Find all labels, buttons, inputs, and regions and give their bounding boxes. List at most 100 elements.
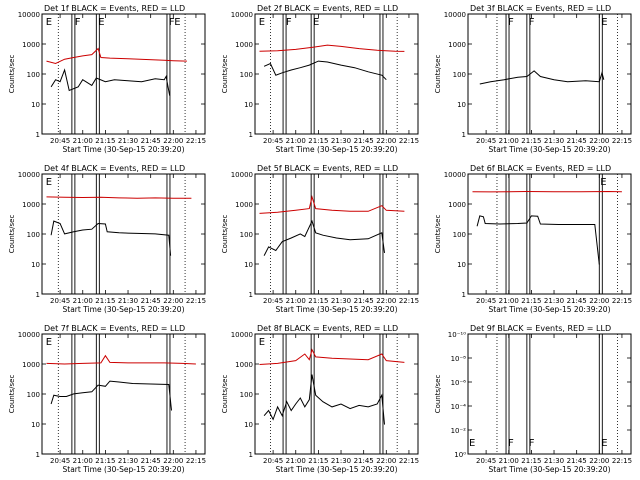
x-tick-label: 21:45 (567, 297, 587, 305)
series-line-events (263, 219, 385, 256)
x-tick-label: 22:15 (186, 457, 206, 465)
x-tick-label: 21:30 (118, 457, 138, 465)
segment-marker: E (313, 17, 319, 28)
x-tick-label: 20:45 (476, 297, 496, 305)
x-tick-label: 21:15 (308, 457, 328, 465)
y-tick-label: 10 (31, 101, 40, 109)
y-tick-label: 1000 (22, 41, 40, 49)
panel-title: Det 3f BLACK = Events, RED = LLD (470, 4, 611, 13)
x-tick-label: 21:30 (544, 137, 564, 145)
panel-title: Det 2f BLACK = Events, RED = LLD (257, 4, 398, 13)
x-tick-label: 21:00 (73, 297, 93, 305)
x-tick-label: 21:30 (544, 457, 564, 465)
y-axis-label: Counts/sec (434, 375, 442, 414)
series-line-lld (46, 354, 196, 365)
y-tick-label: 10 (31, 261, 40, 269)
x-tick-label: 22:15 (186, 137, 206, 145)
x-tick-label: 22:00 (376, 137, 396, 145)
y-tick-label: 10000 (18, 331, 40, 339)
x-tick-label: 22:00 (376, 457, 396, 465)
plot-frame (467, 13, 632, 135)
x-tick-label: 21:45 (141, 297, 161, 305)
x-axis-label: Start Time (30-Sep-15 20:39:20) (489, 145, 611, 154)
y-tick-label: 1000 (235, 201, 253, 209)
y-tick-label: 10⁻¹⁰ (448, 331, 466, 339)
x-tick-label: 21:15 (521, 297, 541, 305)
plot-frame (467, 333, 632, 455)
chart-panel-4: Det 4f BLACK = Events, RED = LLD 1 10 100 10… (8, 164, 206, 314)
x-tick-label: 21:30 (544, 297, 564, 305)
y-tick-label: 1 (249, 291, 253, 299)
panel-title: Det 5f BLACK = Events, RED = LLD (257, 164, 398, 173)
segment-marker: E (259, 337, 265, 348)
segment-marker: E (469, 438, 475, 449)
y-tick-label: 10 (244, 421, 253, 429)
y-axis-label: Counts/sec (221, 55, 229, 94)
segment-marker: E (601, 17, 607, 28)
segment-marker: E (46, 337, 52, 348)
y-tick-label: 10⁻⁶ (451, 379, 467, 387)
x-tick-label: 21:30 (331, 297, 351, 305)
y-axis-label: Counts/sec (8, 55, 16, 94)
x-axis-label: Start Time (30-Sep-15 20:39:20) (276, 145, 398, 154)
y-tick-label: 1 (462, 291, 466, 299)
x-tick-label: 22:00 (589, 137, 609, 145)
y-tick-label: 1000 (235, 41, 253, 49)
x-tick-label: 21:15 (95, 457, 115, 465)
y-tick-label: 1 (249, 451, 253, 459)
y-tick-label: 10 (457, 101, 466, 109)
segment-marker: F (169, 17, 175, 28)
x-tick-label: 21:30 (118, 297, 138, 305)
x-tick-label: 21:45 (354, 137, 374, 145)
x-tick-label: 21:00 (286, 137, 306, 145)
x-tick-label: 22:15 (612, 457, 632, 465)
x-tick-label: 22:00 (589, 457, 609, 465)
y-tick-label: 100 (453, 71, 466, 79)
series-line-events (263, 60, 387, 81)
x-axis-label: Start Time (30-Sep-15 20:39:20) (63, 305, 185, 314)
series-line-events (479, 70, 605, 85)
x-tick-label: 21:00 (286, 457, 306, 465)
y-axis-label: Counts/sec (221, 215, 229, 254)
y-tick-label: 1 (36, 291, 40, 299)
segment-marker: F (286, 17, 292, 28)
y-tick-label: 100 (27, 71, 40, 79)
y-tick-label: 10000 (18, 11, 40, 19)
plot-frame (254, 333, 419, 455)
series-line-events (263, 374, 385, 425)
x-tick-label: 22:15 (399, 137, 419, 145)
x-tick-label: 20:45 (476, 457, 496, 465)
panel-title: Det 6f BLACK = Events, RED = LLD (470, 164, 611, 173)
x-axis-label: Start Time (30-Sep-15 20:39:20) (276, 305, 398, 314)
x-tick-label: 21:45 (567, 457, 587, 465)
segment-marker: E (259, 17, 265, 28)
series-line-events (50, 380, 172, 411)
x-tick-label: 21:15 (308, 137, 328, 145)
x-tick-label: 21:15 (521, 457, 541, 465)
x-tick-label: 20:45 (263, 137, 283, 145)
x-tick-label: 20:45 (263, 457, 283, 465)
y-axis-label: Counts/sec (434, 55, 442, 94)
segment-marker: E (98, 17, 104, 28)
y-tick-label: 100 (240, 391, 253, 399)
x-tick-label: 22:15 (186, 297, 206, 305)
series-line-events (50, 220, 172, 256)
chart-panel-7: Det 7f BLACK = Events, RED = LLD 1 10 100 10… (8, 324, 206, 474)
y-tick-label: 100 (27, 231, 40, 239)
chart-panel-3: Det 3f BLACK = Events, RED = LLD 1 10 100 10… (434, 4, 632, 154)
y-tick-label: 1000 (448, 201, 466, 209)
panel-title: Det 4f BLACK = Events, RED = LLD (44, 164, 185, 173)
segment-marker: E (46, 177, 52, 188)
x-tick-label: 20:45 (476, 137, 496, 145)
x-tick-label: 21:15 (95, 297, 115, 305)
panel-title: Det 8f BLACK = Events, RED = LLD (257, 324, 398, 333)
y-tick-label: 10⁰ (454, 451, 466, 459)
x-tick-label: 21:00 (286, 297, 306, 305)
y-axis-label: Counts/sec (8, 215, 16, 254)
segment-marker: E (174, 17, 180, 28)
x-tick-label: 22:15 (399, 297, 419, 305)
y-tick-label: 1000 (235, 361, 253, 369)
segment-marker: E (600, 177, 606, 188)
x-tick-label: 21:15 (521, 137, 541, 145)
y-tick-label: 10000 (444, 11, 466, 19)
